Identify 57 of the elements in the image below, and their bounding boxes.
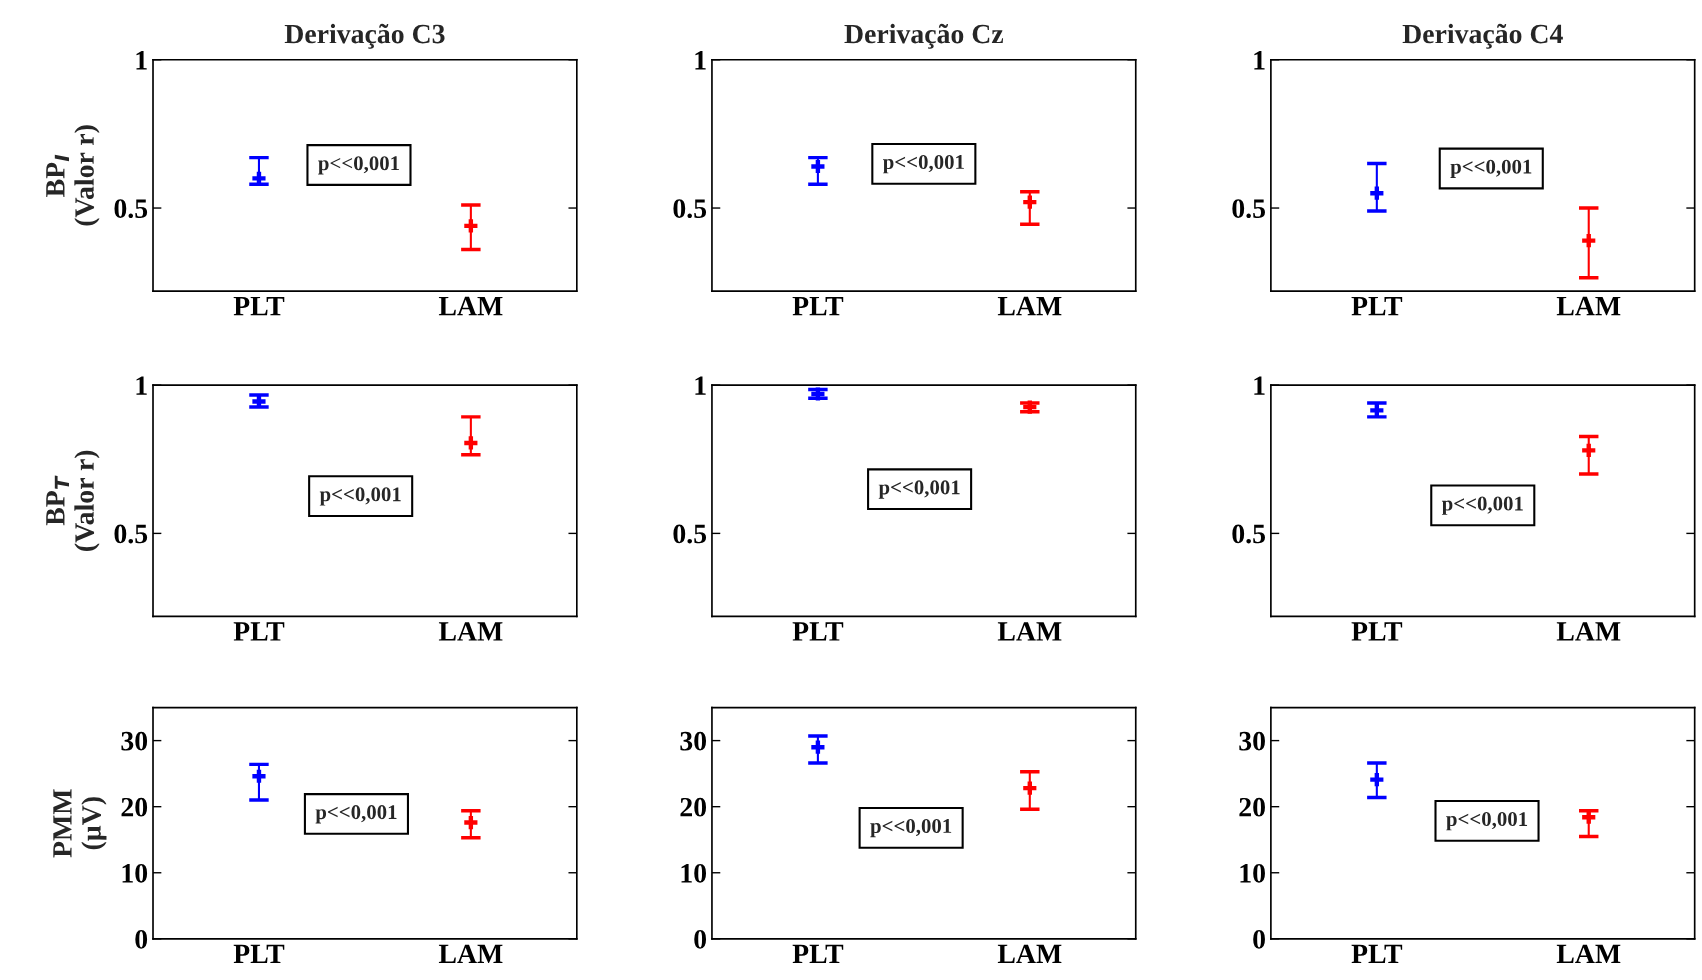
y-tick-label: 20 [680,797,707,817]
x-tick-label: LAM [438,622,503,641]
y-tick-label: 0 [694,930,707,949]
y-tick-label: 1 [1254,376,1265,395]
x-tick-label: LAM [1556,296,1621,316]
chart-title: Derivação C3 [284,23,445,49]
y-tick-label: 30 [1239,731,1265,751]
annotation: p<<0,001 [878,480,960,499]
y-tick-label: 0.5 [1232,199,1266,219]
x-tick-label: PLT [792,297,844,316]
y-tick-label: 0.5 [673,199,707,219]
y-tick-label: 1 [1254,51,1265,70]
y-axis-title: PMM (µV) [53,789,107,858]
annotation: p<<0,001 [1450,159,1532,178]
y-tick-label: 1 [695,376,706,395]
annotation: p<<0,001 [319,487,401,506]
x-tick-label: LAM [1556,622,1621,641]
y-axis-title: BP$_{I}$ (Valor r) [46,125,100,226]
x-tick-label: PLT [1351,622,1403,641]
y-tick-label: 1 [695,51,706,70]
y-axis-title: BP$_{T}$ (Valor r) [46,450,100,551]
y-tick-label: 20 [1239,797,1265,817]
annotation: p<<0,001 [870,818,952,838]
annotation: p<<0,001 [883,155,964,174]
x-tick-label: PLT [233,622,285,641]
y-tick-label: 1 [136,51,147,70]
x-tick-label: LAM [438,944,503,963]
y-tick-label: 0.5 [673,524,707,544]
y-tick-label: 0 [135,930,148,949]
y-tick-label: 0.5 [114,199,148,219]
x-tick-label: PLT [792,622,844,641]
x-tick-label: LAM [997,622,1062,641]
y-tick-label: 10 [1240,863,1265,883]
annotation: p<<0,001 [315,805,397,824]
y-tick-label: 30 [121,731,148,751]
y-tick-label: 10 [122,863,148,883]
x-tick-label: PLT [233,297,285,316]
annotation: p<<0,001 [318,156,399,175]
x-tick-label: PLT [1351,297,1403,316]
y-tick-label: 1 [136,376,147,395]
y-tick-label: 0.5 [1232,524,1266,544]
y-tick-label: 0 [1253,930,1265,949]
annotation: p<<0,001 [1446,812,1528,831]
chart-title: Derivação Cz [844,23,1004,49]
x-tick-label: LAM [1556,944,1621,963]
y-tick-label: 20 [121,797,148,817]
x-tick-label: PLT [1351,944,1403,963]
y-tick-label: 0.5 [114,524,148,544]
y-tick-label: 10 [681,863,707,883]
x-tick-label: LAM [997,944,1062,963]
annotation: p<<0,001 [1441,496,1523,515]
chart-title: Derivação C4 [1402,23,1563,49]
x-tick-label: LAM [997,296,1062,316]
y-tick-label: 30 [680,731,707,751]
x-tick-label: LAM [438,296,503,316]
x-tick-label: PLT [233,944,285,963]
x-tick-label: PLT [792,944,844,963]
